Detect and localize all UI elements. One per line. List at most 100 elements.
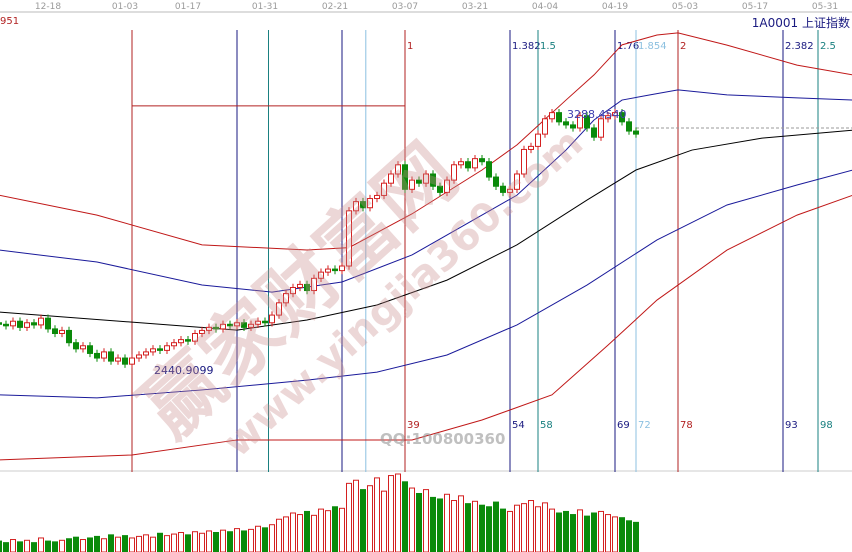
candle-body — [269, 314, 275, 324]
fib-ratio-label: 2.5 — [820, 41, 836, 52]
volume-bar — [423, 489, 429, 552]
volume-bar — [416, 493, 422, 552]
volume-bar — [549, 508, 555, 552]
volume-bar — [353, 479, 359, 552]
fib-bar-label: 78 — [680, 420, 693, 431]
volume-bar — [3, 542, 9, 552]
candle-body — [570, 124, 576, 129]
volume-bar — [626, 520, 632, 552]
fib-bar-label: 54 — [512, 420, 525, 431]
candle-body — [430, 173, 436, 187]
volume-bar — [262, 527, 268, 552]
volume-bar — [94, 535, 100, 552]
volume-bar — [255, 525, 261, 552]
candle-body — [206, 326, 212, 331]
candle-body — [38, 317, 44, 326]
volume-bar — [535, 506, 541, 552]
candle-body — [472, 158, 478, 169]
volume-bar — [290, 512, 296, 552]
volume-bar — [304, 510, 310, 552]
candle-body — [486, 161, 492, 178]
candle-body — [171, 342, 177, 347]
candle-body — [577, 115, 583, 129]
candle-body — [332, 268, 338, 272]
candle-body — [339, 265, 345, 272]
candle-body — [241, 322, 247, 328]
candle-body — [451, 164, 457, 181]
candle-body — [59, 329, 65, 334]
candle-body — [290, 286, 296, 295]
volume-bar — [108, 534, 114, 552]
fib-bar-label: 72 — [638, 420, 651, 431]
candle-body — [129, 357, 135, 365]
candle-body — [353, 201, 359, 212]
volume-bar — [269, 524, 275, 552]
volume-bar — [283, 516, 289, 552]
date-tick: 01-31 — [252, 2, 278, 12]
volume-bar — [633, 521, 639, 552]
candle-body — [591, 127, 597, 138]
candle-body — [374, 194, 380, 200]
candle-body — [542, 118, 548, 135]
volume-bar — [0, 540, 2, 552]
volume-bar — [479, 504, 485, 552]
candle-body — [157, 348, 163, 351]
candle-body — [416, 179, 422, 184]
volume-bar — [458, 495, 464, 552]
candle-body — [234, 322, 240, 327]
symbol-code: 1A0001 — [751, 16, 799, 30]
volume-bar — [332, 506, 338, 552]
volume-bar — [325, 510, 331, 552]
volume-bar — [451, 500, 457, 552]
candle-body — [115, 357, 121, 362]
volume-bar — [402, 481, 408, 552]
volume-bar — [248, 528, 254, 552]
fib-bar-label: 69 — [617, 420, 630, 431]
volume-bar — [339, 507, 345, 552]
volume-bar — [87, 537, 93, 552]
candle-body — [185, 339, 191, 342]
candle-body — [297, 283, 303, 288]
volume-bar — [199, 532, 205, 552]
volume-bar — [437, 498, 443, 552]
volume-bar — [206, 530, 212, 552]
volume-bar — [507, 510, 513, 552]
candle-body — [507, 188, 513, 193]
volume-bar — [45, 540, 51, 552]
volume-bar — [619, 517, 625, 552]
candle-body — [73, 342, 79, 350]
volume-bar — [381, 490, 387, 552]
volume-bar — [430, 496, 436, 552]
candle-body — [437, 185, 443, 193]
low-price-label: 2440.9099 — [154, 364, 214, 377]
fib-ratio-label: 1.76 — [617, 41, 639, 52]
candle-body — [612, 112, 618, 117]
volume-bar — [38, 537, 44, 552]
volume-bar — [52, 541, 58, 552]
volume-bar — [136, 535, 142, 552]
candle-body — [136, 354, 142, 359]
volume-bar — [486, 506, 492, 552]
candle-body — [199, 329, 205, 334]
candle-body — [500, 185, 506, 193]
candle-body — [45, 317, 51, 330]
volume-bar — [178, 532, 184, 552]
volume-bar — [10, 539, 16, 552]
candle-body — [409, 179, 415, 190]
candle-body — [605, 115, 611, 120]
candle-body — [514, 173, 520, 190]
candle-body — [458, 161, 464, 166]
fib-ratio-label: 1.382 — [512, 41, 541, 52]
volume-bar — [563, 510, 569, 552]
candle-body — [311, 277, 317, 292]
date-tick: 05-03 — [672, 2, 698, 12]
volume-bar — [605, 514, 611, 552]
volume-bar — [66, 538, 72, 552]
candle-body — [304, 283, 310, 292]
volume-bar — [227, 531, 233, 552]
volume-bar — [80, 539, 86, 552]
candle-body — [262, 320, 268, 324]
volume-bar — [297, 514, 303, 552]
